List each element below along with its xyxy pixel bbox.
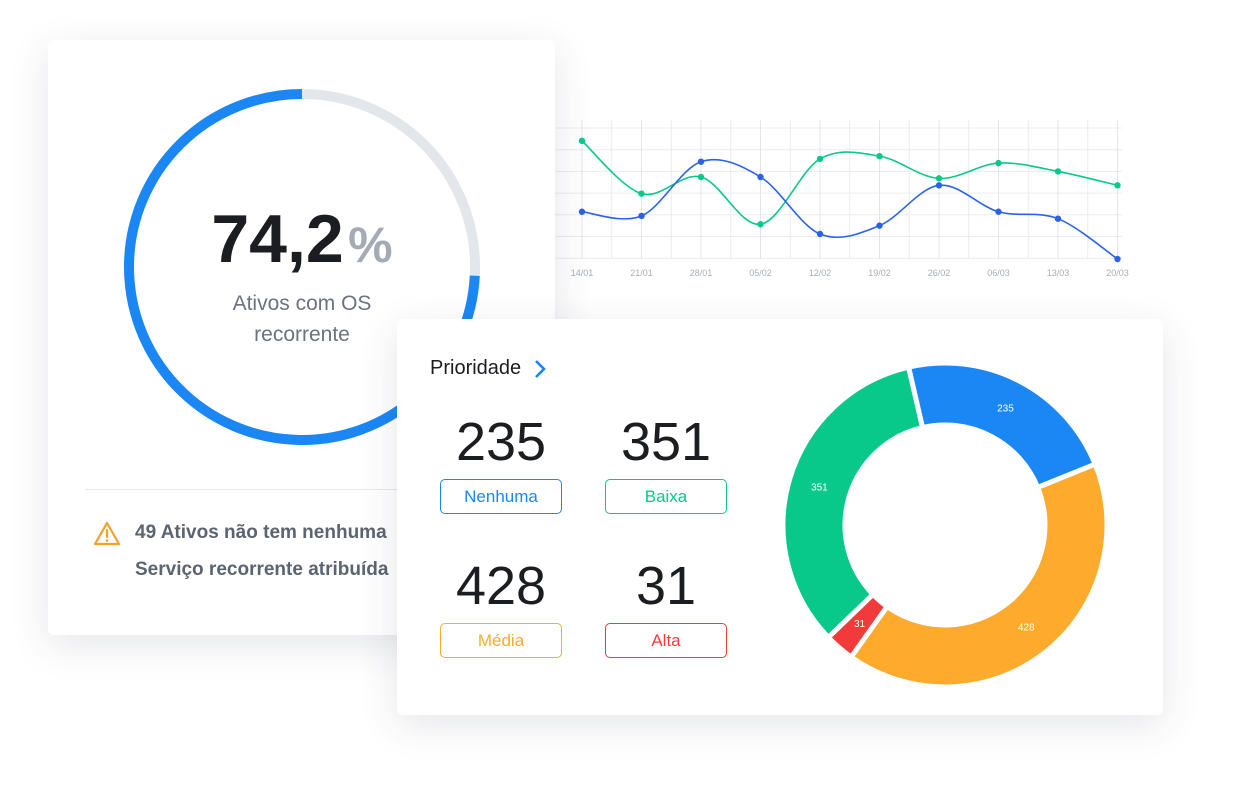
x-tick-label: 13/03 xyxy=(1047,268,1070,278)
warning-text: 49 Ativos não tem nenhuma xyxy=(135,522,387,543)
gauge-value: 74,2 % xyxy=(102,200,502,278)
point xyxy=(816,155,824,163)
priority-badge: Baixa xyxy=(605,479,727,514)
point xyxy=(1114,182,1121,189)
point xyxy=(935,175,943,182)
point xyxy=(1054,215,1062,222)
warning-text: Serviço recorrente atribuída xyxy=(135,559,389,580)
point xyxy=(876,152,883,160)
priority-count: 31 xyxy=(635,556,697,616)
point xyxy=(995,208,1002,215)
donut-segment xyxy=(780,364,926,640)
priority-count: 235 xyxy=(455,412,547,472)
priority-title[interactable]: Prioridade xyxy=(430,357,522,379)
donut-label: 351 xyxy=(811,482,828,493)
point xyxy=(935,182,943,189)
x-tick-label: 06/03 xyxy=(987,268,1010,278)
priority-count: 351 xyxy=(620,412,712,472)
x-tick-label: 19/02 xyxy=(868,268,891,278)
point xyxy=(578,208,586,215)
chevron[interactable] xyxy=(533,359,547,379)
point xyxy=(697,173,705,181)
gauge-unit: % xyxy=(348,217,393,273)
point xyxy=(757,173,764,181)
donut-chart: 235 428 31 351 xyxy=(780,360,1110,690)
point xyxy=(578,137,586,145)
point xyxy=(638,190,645,197)
point xyxy=(757,221,764,228)
divider xyxy=(85,489,555,490)
gauge-number: 74,2 xyxy=(211,201,344,277)
priority-badge: Nenhuma xyxy=(440,479,562,514)
donut-label: 235 xyxy=(997,403,1014,414)
priority-count: 428 xyxy=(455,556,547,616)
x-tick-label: 26/02 xyxy=(928,268,951,278)
x-tick-label: 28/01 xyxy=(690,268,713,278)
point xyxy=(876,222,883,229)
x-tick-label: 14/01 xyxy=(571,268,594,278)
line xyxy=(581,158,1118,260)
point xyxy=(697,158,705,165)
gauge-label: Ativos com OS recorrente xyxy=(232,292,372,346)
donut-label: 428 xyxy=(1018,622,1035,633)
x-tick-label: 05/02 xyxy=(749,268,772,278)
point xyxy=(995,159,1002,167)
point xyxy=(816,230,824,238)
x-tick-label: 20/03 xyxy=(1106,268,1129,278)
donut-label: 31 xyxy=(854,619,866,630)
donut-segment xyxy=(848,461,1110,690)
warning-icon xyxy=(93,521,121,546)
priority-card: Prioridade 235 428 31 351 235 Nenhuma 351 Baix… xyxy=(397,319,1163,715)
line xyxy=(581,140,1118,226)
x-tick-label: 21/01 xyxy=(630,268,653,278)
priority-badge: Alta xyxy=(605,623,727,658)
x-tick-label: 12/02 xyxy=(809,268,832,278)
point xyxy=(1114,255,1121,263)
donut-segment xyxy=(906,360,1098,490)
priority-badge: Média xyxy=(440,623,562,658)
point xyxy=(638,212,645,220)
point xyxy=(1054,168,1062,175)
